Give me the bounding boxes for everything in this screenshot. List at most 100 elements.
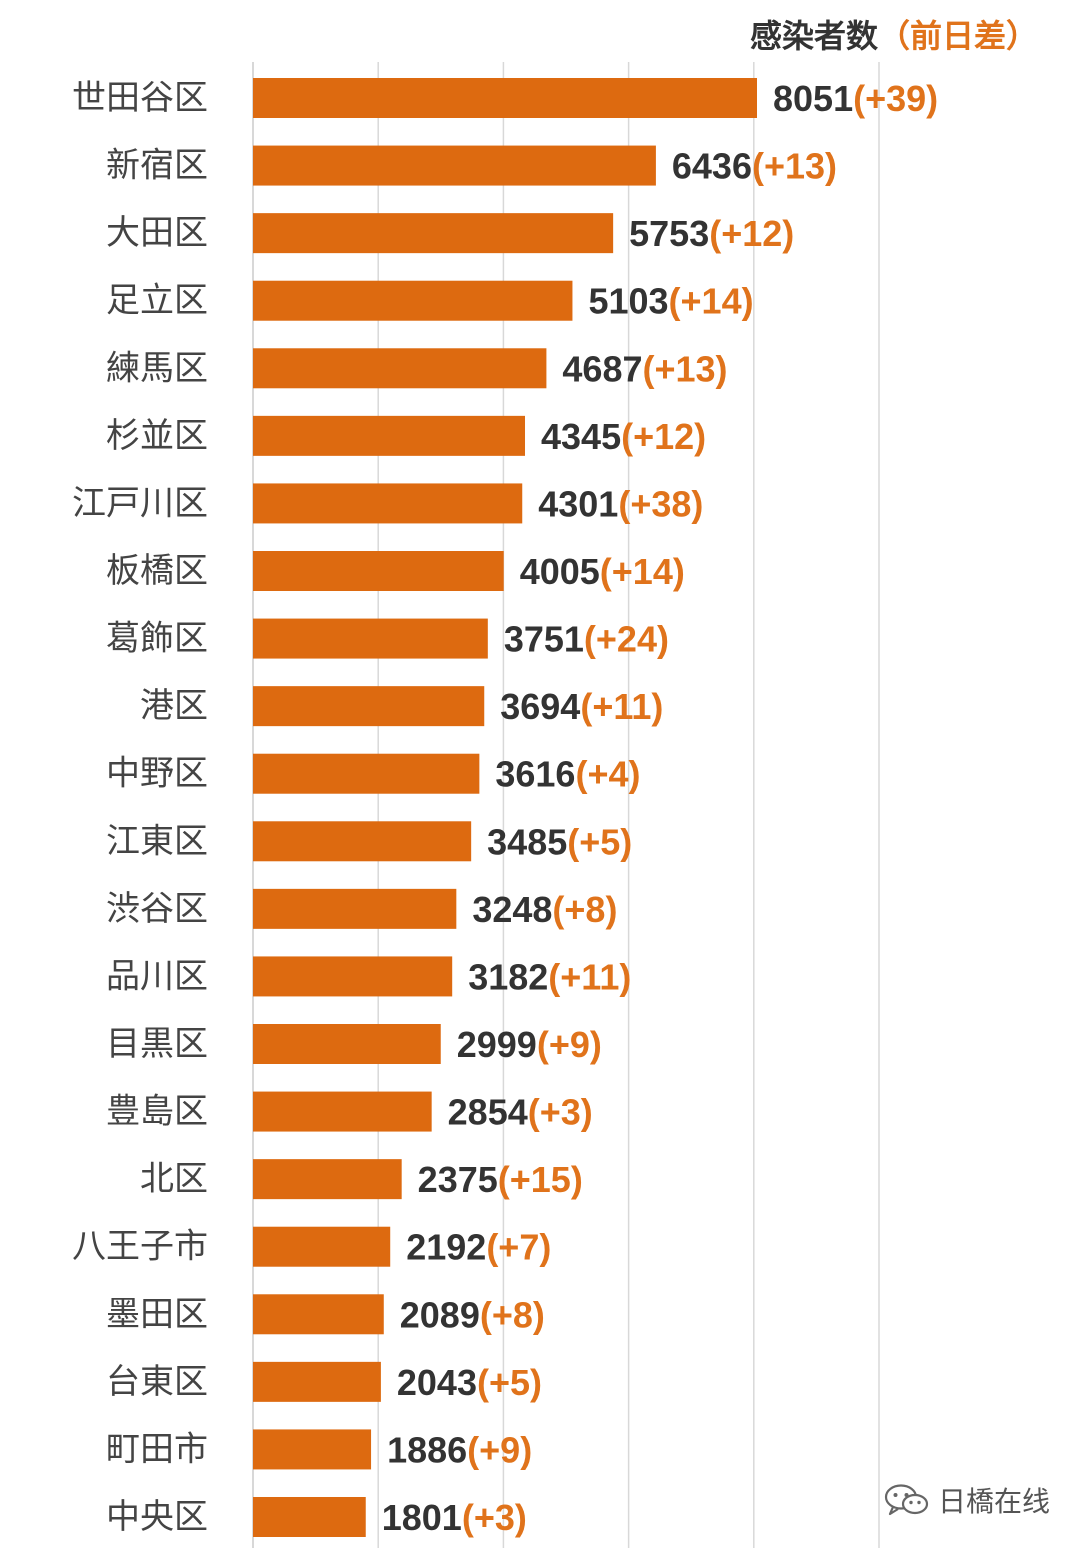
category-label: 墨田区 <box>106 1294 208 1334</box>
category-label: 中野区 <box>106 754 208 794</box>
diff-value-label: (+9) <box>537 1024 602 1065</box>
category-label: 豊島区 <box>106 1092 208 1132</box>
bar <box>253 483 523 524</box>
value-label: 3694 <box>500 686 580 727</box>
diff-value-label: (+11) <box>580 686 663 727</box>
category-label: 港区 <box>140 686 208 726</box>
value-label: 2375 <box>418 1159 498 1200</box>
data-label: 2043(+5) <box>397 1361 542 1402</box>
diff-value-label: (+12) <box>709 213 794 254</box>
category-label: 北区 <box>140 1159 208 1199</box>
value-label: 5103 <box>588 280 668 321</box>
value-label: 3616 <box>495 753 575 794</box>
data-label: 2854(+3) <box>448 1091 593 1132</box>
value-label: 3248 <box>472 888 552 929</box>
diff-value-label: (+5) <box>567 821 632 862</box>
value-label: 5753 <box>629 213 709 254</box>
data-label: 3616(+4) <box>495 753 640 794</box>
category-label: 中央区 <box>106 1497 208 1537</box>
category-label: 渋谷区 <box>106 889 208 929</box>
diff-value-label: (+5) <box>477 1361 542 1402</box>
category-label: 江東区 <box>106 821 208 861</box>
value-label: 4345 <box>541 415 621 456</box>
bar <box>253 145 656 186</box>
category-label: 八王子市 <box>72 1227 208 1267</box>
wechat-icon <box>884 1484 929 1516</box>
bar <box>253 888 457 929</box>
value-label: 2089 <box>400 1294 480 1335</box>
bar <box>253 415 526 456</box>
data-label: 3248(+8) <box>472 888 617 929</box>
data-label: 5103(+14) <box>588 280 753 321</box>
value-label: 1886 <box>387 1429 467 1470</box>
value-label: 2854 <box>448 1091 528 1132</box>
data-label: 3485(+5) <box>487 821 632 862</box>
data-label: 4301(+38) <box>538 483 703 524</box>
watermark: 日橋在线 <box>884 1480 1050 1520</box>
category-label: 練馬区 <box>106 348 208 388</box>
data-label: 1886(+9) <box>387 1429 532 1470</box>
diff-value-label: (+14) <box>669 280 754 321</box>
value-label: 8051 <box>773 78 853 119</box>
bar <box>253 551 504 591</box>
bar <box>253 1429 372 1470</box>
value-label: 4005 <box>520 551 600 592</box>
data-label: 5753(+12) <box>629 213 794 254</box>
category-label: 葛飾区 <box>106 619 208 659</box>
diff-value-label: (+7) <box>486 1226 551 1267</box>
diff-value-label: (+38) <box>618 483 703 524</box>
category-label: 大田区 <box>106 213 208 253</box>
diff-value-label: (+15) <box>498 1159 583 1200</box>
diff-value-label: (+8) <box>552 888 617 929</box>
value-label: 4687 <box>562 348 642 389</box>
data-label: 4005(+14) <box>520 551 685 592</box>
diff-value-label: (+12) <box>621 415 706 456</box>
bar <box>253 1294 384 1335</box>
data-label: 2999(+9) <box>457 1024 602 1065</box>
value-label: 4301 <box>538 483 618 524</box>
value-label: 2192 <box>406 1226 486 1267</box>
watermark-text: 日橋在线 <box>938 1485 1051 1518</box>
diff-value-label: (+3) <box>462 1497 527 1538</box>
data-label: 8051(+39) <box>773 78 938 119</box>
data-label: 3182(+11) <box>468 956 631 997</box>
bar <box>253 348 547 389</box>
bar <box>253 280 573 321</box>
data-label: 4345(+12) <box>541 415 706 456</box>
bar <box>253 1091 432 1132</box>
diff-value-label: (+9) <box>467 1429 532 1470</box>
value-label: 3485 <box>487 821 567 862</box>
data-label: 4687(+13) <box>562 348 727 389</box>
data-label: 2089(+8) <box>400 1294 545 1335</box>
value-label: 2999 <box>457 1024 537 1065</box>
category-label: 品川区 <box>106 956 208 996</box>
data-label: 2375(+15) <box>418 1159 583 1200</box>
bar <box>253 1497 366 1537</box>
value-label: 6436 <box>672 145 752 186</box>
diff-value-label: (+14) <box>600 551 685 592</box>
category-label: 町田市 <box>106 1429 208 1469</box>
bars <box>253 78 757 1537</box>
diff-value-label: (+13) <box>752 145 837 186</box>
value-label: 感染者数 <box>749 17 878 55</box>
data-label: 3751(+24) <box>504 618 669 659</box>
bar <box>253 1159 402 1200</box>
value-label: 3751 <box>504 618 584 659</box>
chart-header: 感染者数（前日差） <box>750 14 1038 58</box>
diff-value-label: (+24) <box>584 618 669 659</box>
data-label: 6436(+13) <box>672 145 837 186</box>
data-label: 2192(+7) <box>406 1226 551 1267</box>
value-label: 3182 <box>468 956 548 997</box>
category-label: 台東区 <box>106 1362 208 1402</box>
bar <box>253 1024 441 1064</box>
category-label: 板橋区 <box>106 551 208 591</box>
bar <box>253 821 472 862</box>
category-label: 江戸川区 <box>72 483 208 523</box>
bar <box>253 618 488 659</box>
category-label: 世田谷区 <box>72 78 208 118</box>
bar <box>253 686 485 727</box>
bar <box>253 1361 381 1402</box>
diff-value-label: (+3) <box>528 1091 593 1132</box>
category-label: 足立区 <box>106 281 208 321</box>
diff-value-label: (+11) <box>548 956 631 997</box>
